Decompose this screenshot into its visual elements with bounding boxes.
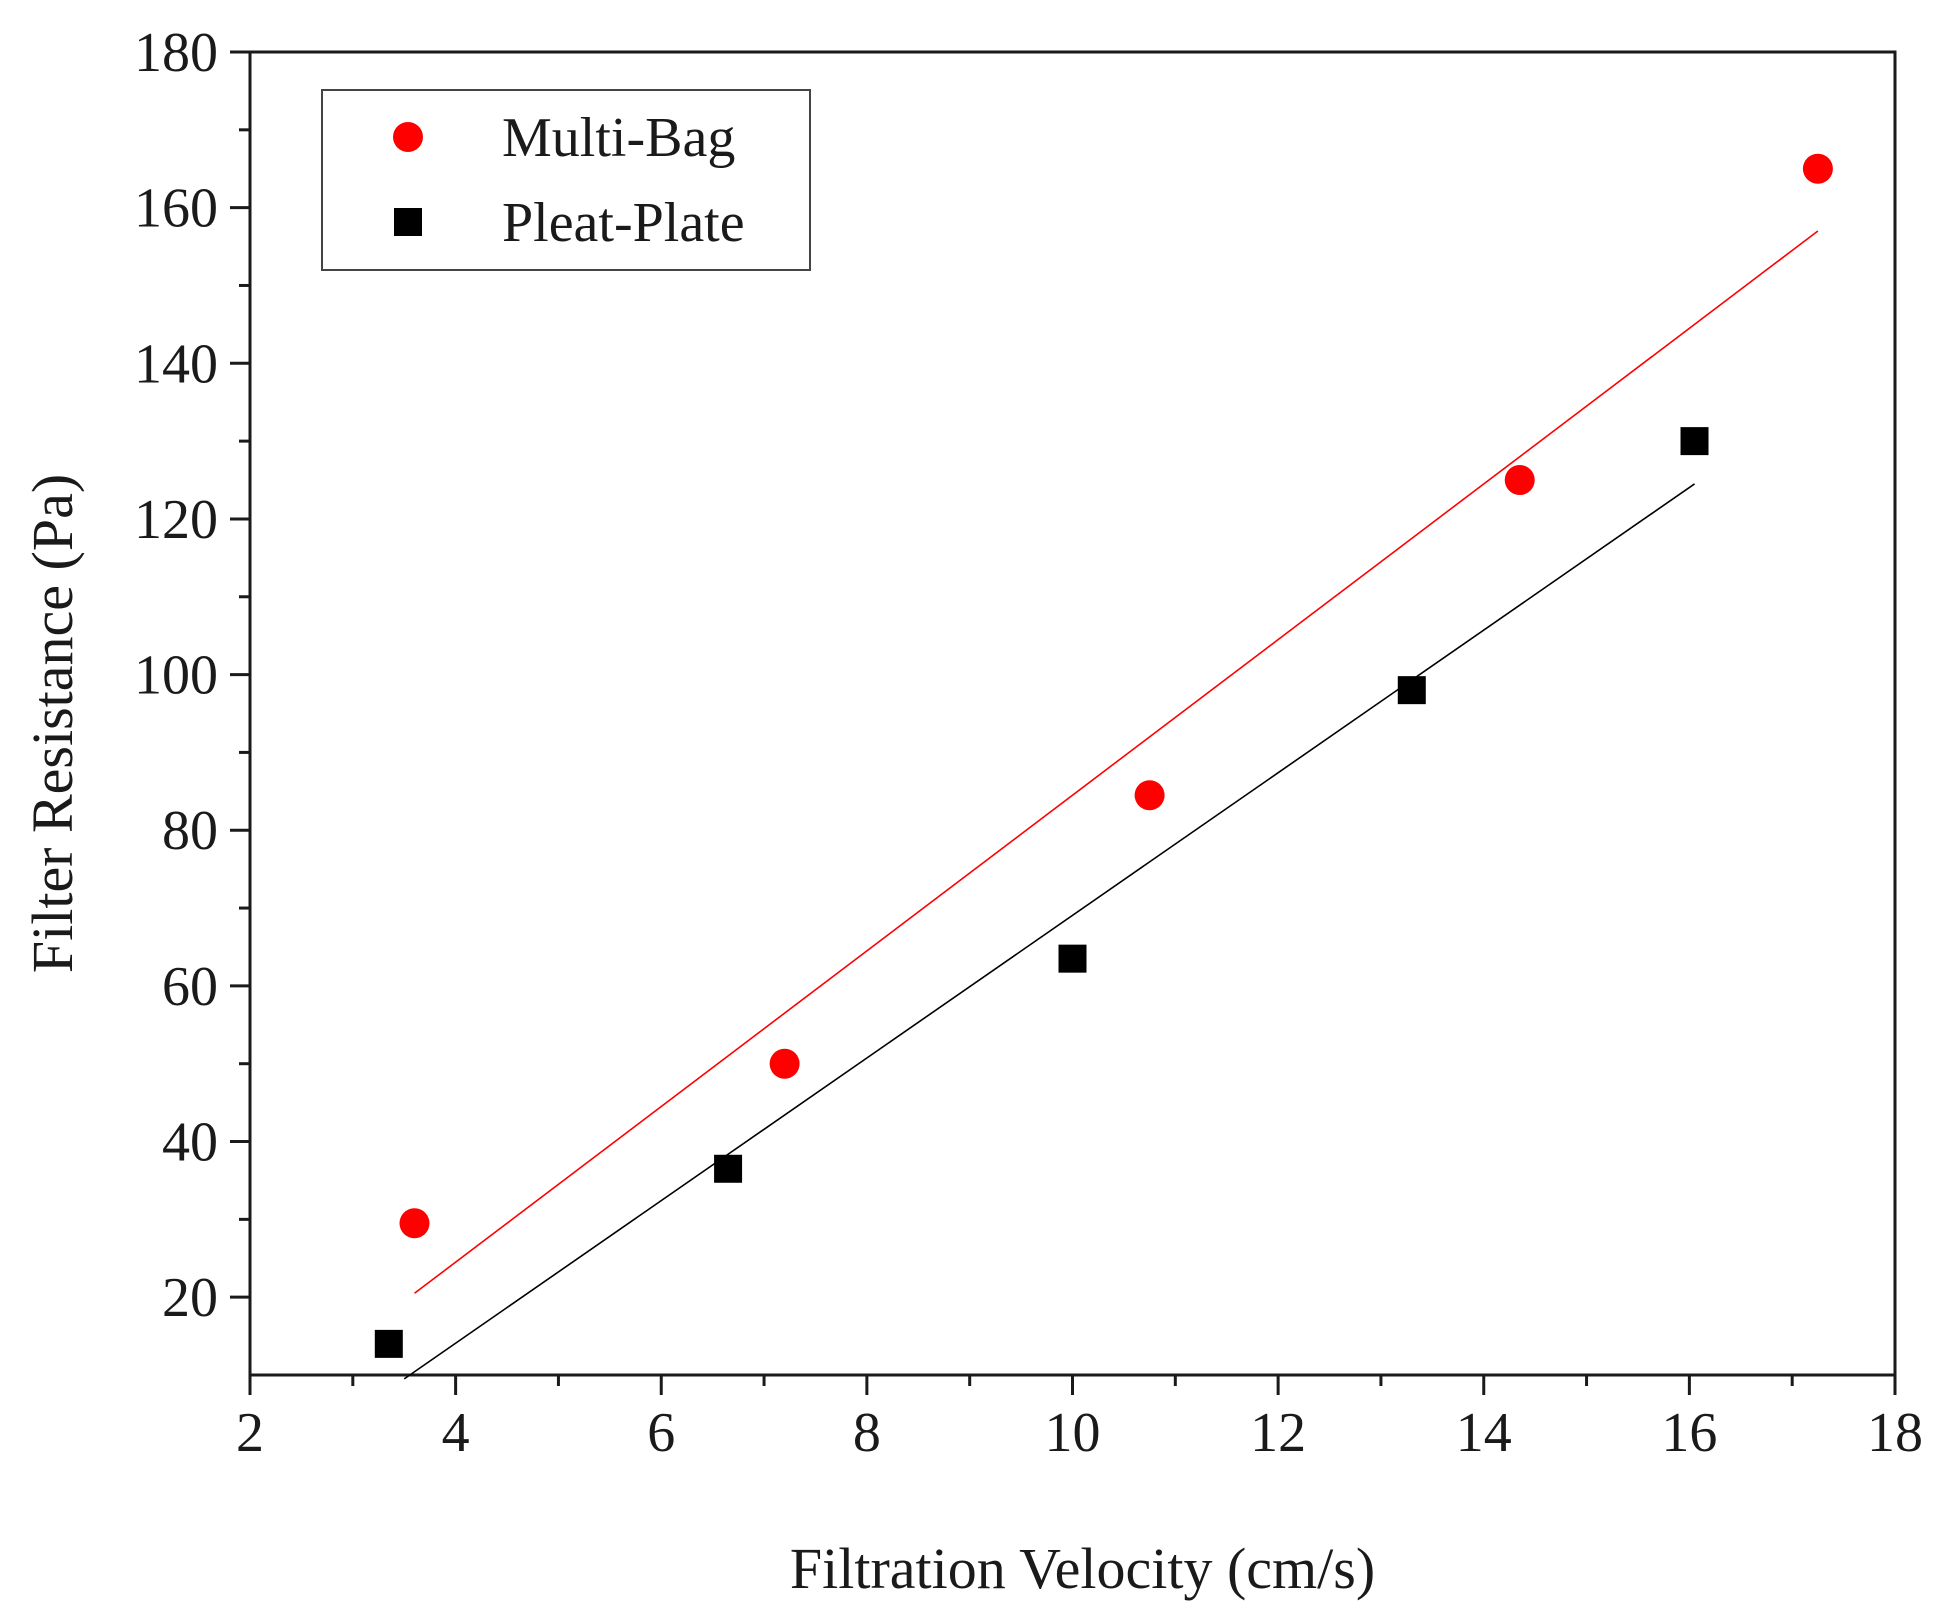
x-axis-title: Filtration Velocity (cm/s) (790, 1536, 1375, 1601)
x-tick-label: 12 (1250, 1402, 1306, 1464)
y-tick-label: 100 (134, 645, 218, 707)
data-point (1058, 944, 1087, 973)
x-tick-label: 18 (1867, 1402, 1923, 1464)
legend-box (321, 89, 811, 271)
data-point (1134, 780, 1165, 811)
y-tick-label: 120 (134, 489, 218, 551)
fit-line (403, 483, 1695, 1380)
data-point (1802, 153, 1833, 184)
x-tick-label: 10 (1045, 1402, 1101, 1464)
axes: 2 4 6 8 10 12 14 16 18 20 40 60 80 100 120 140 160 180 Fil… (20, 22, 1923, 1601)
data-point (1397, 676, 1426, 705)
legend-label: Pleat-Plate (502, 192, 745, 254)
x-tick-label: 16 (1661, 1402, 1717, 1464)
data-point (1680, 427, 1709, 456)
legend: Multi-Bag Pleat-Plate (321, 89, 811, 271)
data-point (714, 1154, 743, 1183)
y-axis-title: Filter Resistance (Pa) (20, 474, 85, 973)
legend-marker (394, 208, 422, 236)
x-tick-label: 6 (647, 1402, 675, 1464)
x-tick-label: 4 (442, 1402, 470, 1464)
x-tick-label: 8 (853, 1402, 881, 1464)
data-points (374, 153, 1833, 1358)
y-tick-label: 180 (134, 22, 218, 84)
data-point (399, 1208, 430, 1239)
legend-label: Multi-Bag (502, 107, 735, 169)
y-tick-label: 20 (162, 1267, 218, 1329)
data-point (769, 1048, 800, 1079)
data-point (1504, 465, 1535, 496)
legend-marker (393, 122, 423, 152)
x-tick-label: 14 (1456, 1402, 1512, 1464)
data-point (374, 1329, 403, 1358)
fit-line (414, 230, 1819, 1294)
y-tick-label: 140 (134, 333, 218, 395)
y-tick-label: 60 (162, 956, 218, 1018)
y-tick-label: 80 (162, 800, 218, 862)
fit-lines (403, 230, 1819, 1380)
y-tick-label: 40 (162, 1112, 218, 1174)
y-tick-label: 160 (134, 178, 218, 240)
x-tick-label: 2 (236, 1402, 264, 1464)
